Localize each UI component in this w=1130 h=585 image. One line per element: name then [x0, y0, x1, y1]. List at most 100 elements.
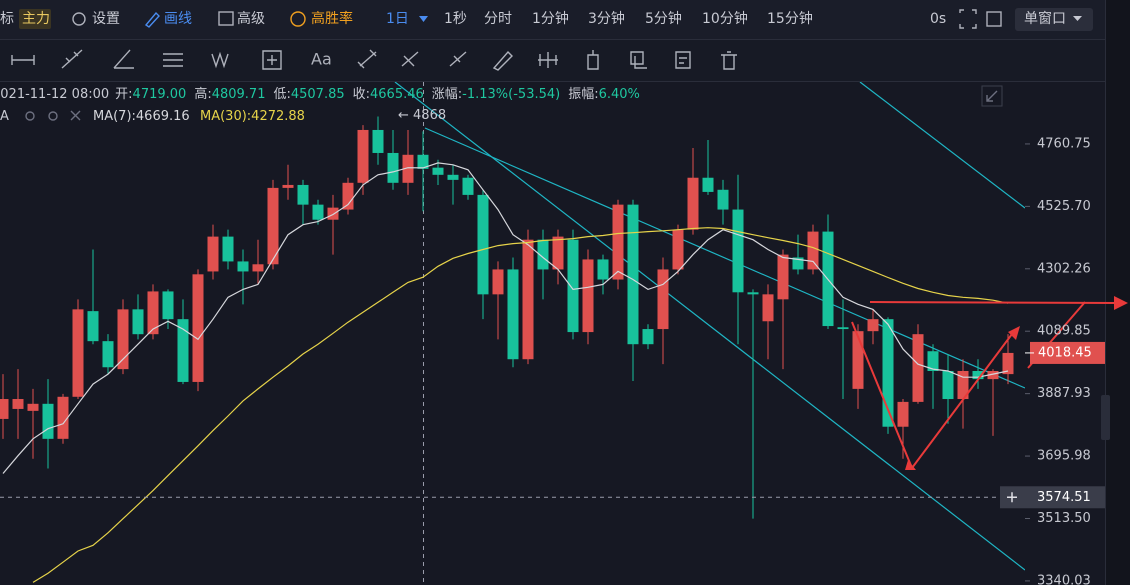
candle-body [597, 259, 609, 280]
channel-line [424, 127, 1025, 389]
tool-fib[interactable] [401, 51, 419, 67]
candle-body [747, 292, 759, 295]
period-tab[interactable]: 5分钟 [645, 10, 682, 27]
candle-body [627, 204, 639, 345]
candle-body [42, 403, 54, 439]
legend-prefix: A [0, 109, 9, 124]
period-tab[interactable]: 10分钟 [702, 10, 748, 27]
candle-body [417, 154, 429, 169]
arrow-head [1008, 326, 1020, 340]
period-tab[interactable]: 3分钟 [588, 10, 625, 27]
period-tab[interactable]: 1秒 [444, 11, 467, 27]
channel-line [859, 82, 1025, 209]
tool-parallel[interactable] [163, 53, 183, 67]
crosshair-tag [1000, 486, 1105, 509]
candle-body [222, 236, 234, 262]
candle-body [582, 259, 594, 333]
tool-wave[interactable] [211, 51, 229, 69]
tool-box[interactable] [262, 50, 282, 70]
legend-entry: MA(7):4669.16 [93, 109, 190, 124]
candle-body [552, 236, 564, 270]
tool-hline[interactable] [11, 55, 35, 65]
period-tab[interactable]: 1分钟 [532, 10, 569, 27]
info-label: 开: [115, 87, 132, 102]
candle-body [837, 327, 849, 330]
advanced-button[interactable]: 高级 [237, 10, 265, 27]
candle-body [567, 239, 579, 333]
period-selector[interactable]: 1日 [386, 11, 409, 27]
tool-note[interactable] [675, 51, 691, 69]
info-label: 高: [194, 86, 211, 102]
tool-pen[interactable] [449, 51, 467, 67]
candle-body [702, 177, 714, 192]
candle-body [792, 257, 804, 270]
crosshair-price-label: 3574.51 [1037, 490, 1091, 505]
win-rate-icon[interactable] [290, 11, 306, 27]
info-label: 涨幅: [432, 87, 462, 102]
y-tick-label: 4302.26 [1037, 261, 1091, 276]
drawing-icons [11, 49, 737, 71]
candle-body [612, 204, 624, 280]
settings-icon[interactable] [48, 111, 58, 121]
candle-body [87, 311, 99, 342]
candle-body [252, 264, 264, 272]
candle-body [192, 274, 204, 382]
info-value: 4719.00 [133, 87, 187, 102]
candle-body [162, 291, 174, 320]
expand-button[interactable] [981, 85, 1003, 107]
candle-body [147, 291, 159, 335]
tool-candles[interactable] [538, 52, 558, 68]
side-panel [1105, 0, 1130, 585]
fullscreen-icon[interactable] [959, 9, 977, 29]
candle-body [102, 341, 114, 368]
candle-body [762, 294, 774, 322]
tool-delete[interactable] [721, 51, 737, 70]
candle-body [177, 319, 189, 382]
popout-icon[interactable] [986, 11, 1002, 27]
candle-body [402, 154, 414, 183]
win-rate-button[interactable]: 高胜率 [311, 10, 353, 27]
info-value: 6.40% [599, 87, 640, 102]
y-tick-label: 3695.98 [1037, 449, 1091, 464]
tool-text[interactable]: Aa [311, 50, 332, 69]
candle-body [312, 204, 324, 220]
price-axis: 3340.03 3513.50 3695.98 3887.93 4089.85 4302.… [1000, 136, 1105, 585]
tool-lock[interactable] [587, 50, 599, 70]
eye-icon[interactable] [25, 111, 35, 121]
main-tab[interactable]: 主力 [22, 11, 50, 27]
main-tab-bg[interactable] [19, 9, 51, 29]
arrow-line [869, 301, 1121, 304]
period-tab[interactable]: 分时 [484, 11, 512, 27]
info-value: 4665.46 [370, 87, 424, 102]
drawings [394, 82, 1025, 585]
draw-button[interactable]: 画线 [164, 11, 192, 27]
tool-ray[interactable] [61, 49, 83, 69]
plot [0, 116, 1025, 583]
indicator-tab[interactable]: 标 [0, 11, 14, 27]
period-tab[interactable]: 15分钟 [767, 10, 813, 27]
candle-body [642, 329, 654, 345]
dropdown-caret[interactable] [419, 16, 428, 22]
y-tick-label: 4089.85 [1037, 324, 1091, 339]
expand-icon[interactable] [986, 90, 998, 102]
y-tick-label: 4525.70 [1037, 199, 1091, 214]
panel-handle[interactable] [1101, 395, 1110, 440]
tool-angle[interactable] [113, 49, 134, 69]
close-icon[interactable] [70, 110, 81, 121]
settings-button[interactable]: 设置 [92, 11, 120, 27]
window-button-bg[interactable] [1015, 8, 1093, 31]
dropdown-caret[interactable] [1073, 16, 1082, 21]
tool-brush[interactable] [492, 50, 513, 71]
arrow-head [905, 460, 916, 470]
candle-body [927, 351, 939, 371]
candle-body [897, 401, 909, 427]
advanced-icon[interactable] [218, 11, 234, 26]
tool-copy[interactable] [630, 51, 647, 69]
draw-icon[interactable] [144, 11, 160, 28]
tool-measure[interactable] [357, 49, 377, 69]
candle-body [672, 229, 684, 270]
candle-body [387, 152, 399, 183]
window-button[interactable]: 单窗口 [1024, 10, 1066, 27]
settings-icon[interactable] [72, 12, 86, 26]
